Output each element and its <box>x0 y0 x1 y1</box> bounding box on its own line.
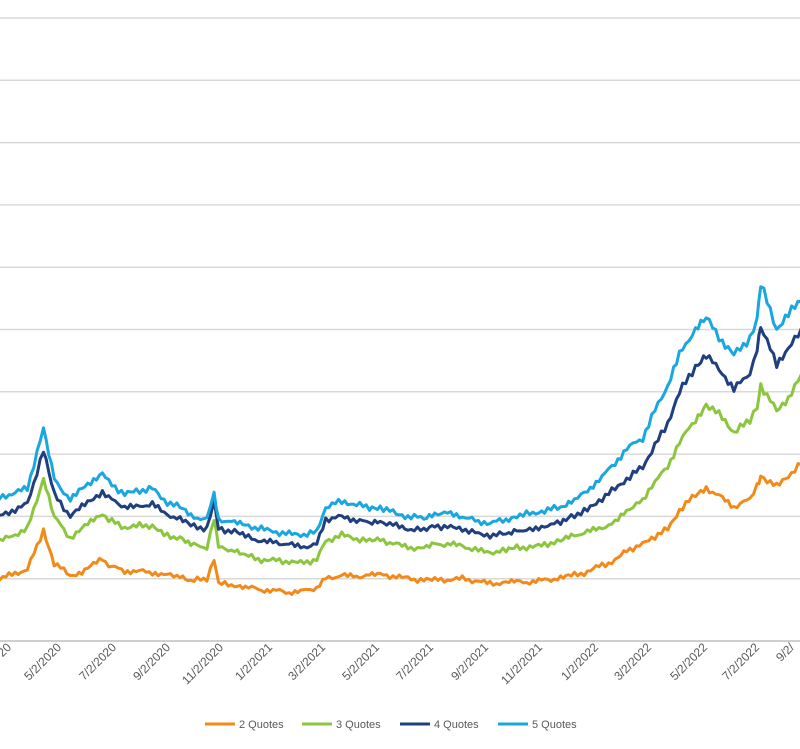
legend-item: 3 Quotes <box>302 719 381 731</box>
x-tick-label: 1/2/2021 <box>232 640 275 683</box>
x-tick-label: 3/2/2021 <box>285 640 328 683</box>
legend-item: 2 Quotes <box>205 719 284 731</box>
x-tick-label: 9/2/2020 <box>130 640 173 683</box>
x-tick-label: 1/2/2022 <box>558 640 601 683</box>
x-tick-label: 7/2/2022 <box>719 640 762 683</box>
x-tick-label: 9/2/2021 <box>448 640 491 683</box>
legend-item: 4 Quotes <box>400 719 479 731</box>
legend-label: 3 Quotes <box>336 719 381 731</box>
x-tick-label: 5/2/2022 <box>667 640 710 683</box>
legend-label: 4 Quotes <box>434 719 479 731</box>
x-tick-label: 20 <box>0 640 14 660</box>
x-tick-label: 11/2/2021 <box>498 640 545 687</box>
series-line-5-quotes <box>0 285 800 539</box>
series-line-4-quotes <box>0 326 800 550</box>
x-tick-label: 7/2/2020 <box>76 640 119 683</box>
legend-label: 5 Quotes <box>532 719 577 731</box>
x-tick-label: 11/2/2020 <box>179 640 226 687</box>
series-line-2-quotes <box>0 462 800 596</box>
x-tick-label: 5/2/2021 <box>339 640 382 683</box>
x-tick-label: 9/2/ <box>773 640 798 665</box>
legend-item: 5 Quotes <box>498 719 577 731</box>
x-tick-label: 3/2/2022 <box>611 640 654 683</box>
legend-label: 2 Quotes <box>239 719 284 731</box>
series-line-3-quotes <box>0 373 800 566</box>
x-tick-label: 7/2/2021 <box>393 640 436 683</box>
x-tick-label: 5/2/2020 <box>21 640 64 683</box>
